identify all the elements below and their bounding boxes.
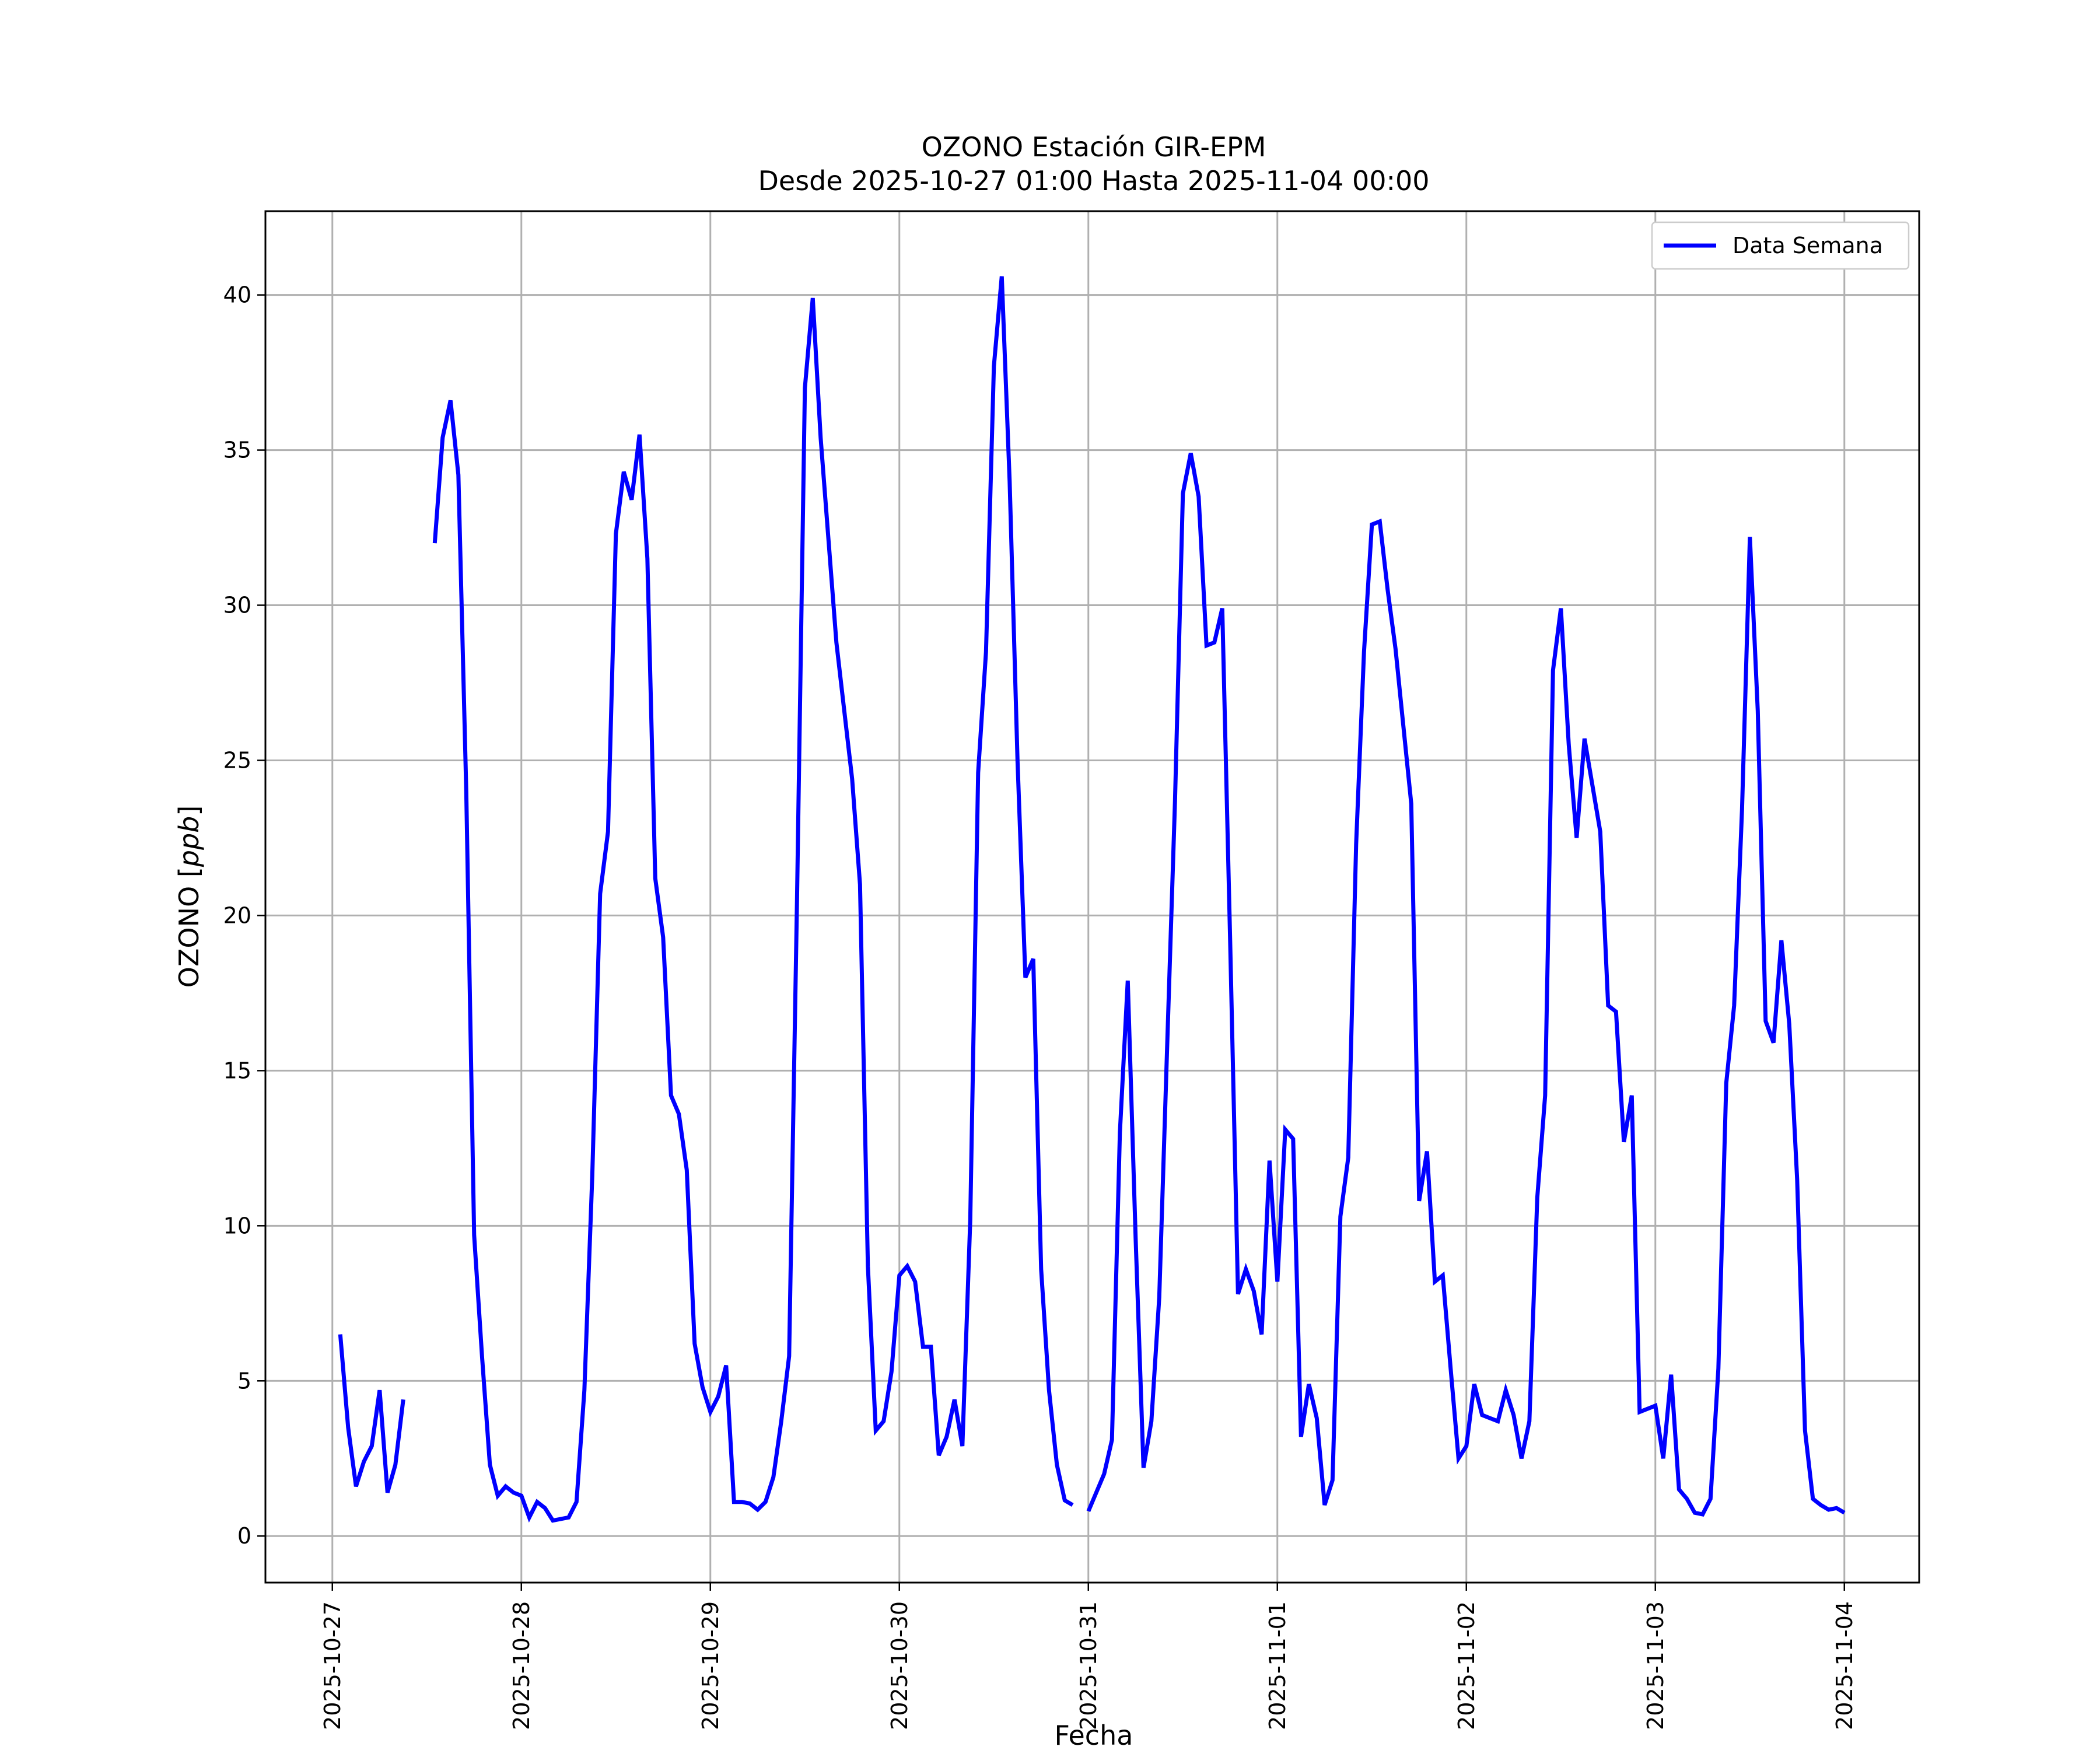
- series-line-segment: [432, 276, 1074, 1523]
- series-line-segment: [1086, 453, 1846, 1517]
- y-tick-label: 20: [223, 902, 251, 928]
- legend-label: Data Semana: [1732, 233, 1883, 258]
- y-tick-label: 10: [223, 1213, 251, 1238]
- axes-frame: [264, 210, 1920, 1584]
- y-tick-label: 25: [223, 747, 251, 773]
- chart-subtitle: Desde 2025-10-27 01:00 Hasta 2025-11-04 …: [758, 165, 1429, 197]
- y-tick-label: 40: [223, 282, 251, 308]
- y-axis-ticks: 0 5 10 15 20 25 30 35 40: [223, 282, 265, 1549]
- x-tick-label: 2025-10-28: [509, 1601, 534, 1730]
- x-axis-ticks: 2025-10-27 2025-10-28 2025-10-29 2025-10-30…: [320, 1583, 1857, 1730]
- x-tick-label: 2025-11-02: [1454, 1601, 1479, 1730]
- y-axis-label-bracket-open: [: [173, 867, 205, 886]
- series-lines: [338, 276, 1846, 1523]
- x-tick-label: 2025-10-29: [698, 1601, 723, 1730]
- legend: Data Semana: [1651, 221, 1910, 270]
- x-tick-label: 2025-11-03: [1643, 1601, 1668, 1730]
- series-line-segment: [338, 1334, 405, 1493]
- chart-title: OZONO Estación GIR-EPM: [922, 131, 1266, 163]
- y-tick-label: 35: [223, 438, 251, 463]
- x-tick-label: 2025-11-04: [1832, 1601, 1857, 1730]
- y-axis-label: OZONO [ppb]: [173, 806, 205, 988]
- y-axis-label-main: OZONO: [173, 886, 205, 988]
- grid-lines: [265, 211, 1919, 1583]
- x-tick-label: 2025-10-31: [1076, 1601, 1101, 1730]
- y-axis-label-bracket-close: ]: [173, 806, 205, 816]
- y-tick-label: 0: [237, 1523, 251, 1549]
- plot-area: [265, 211, 1919, 1583]
- x-tick-label: 2025-10-27: [320, 1601, 345, 1730]
- y-tick-label: 30: [223, 593, 251, 618]
- x-tick-label: 2025-10-30: [887, 1601, 912, 1730]
- y-tick-label: 5: [237, 1368, 251, 1394]
- y-tick-label: 15: [223, 1058, 251, 1083]
- y-axis-label-unit: ppb: [173, 816, 205, 868]
- x-axis-label: Fecha: [1055, 1720, 1133, 1750]
- legend-box: [1651, 221, 1910, 270]
- x-tick-label: 2025-11-01: [1265, 1601, 1290, 1730]
